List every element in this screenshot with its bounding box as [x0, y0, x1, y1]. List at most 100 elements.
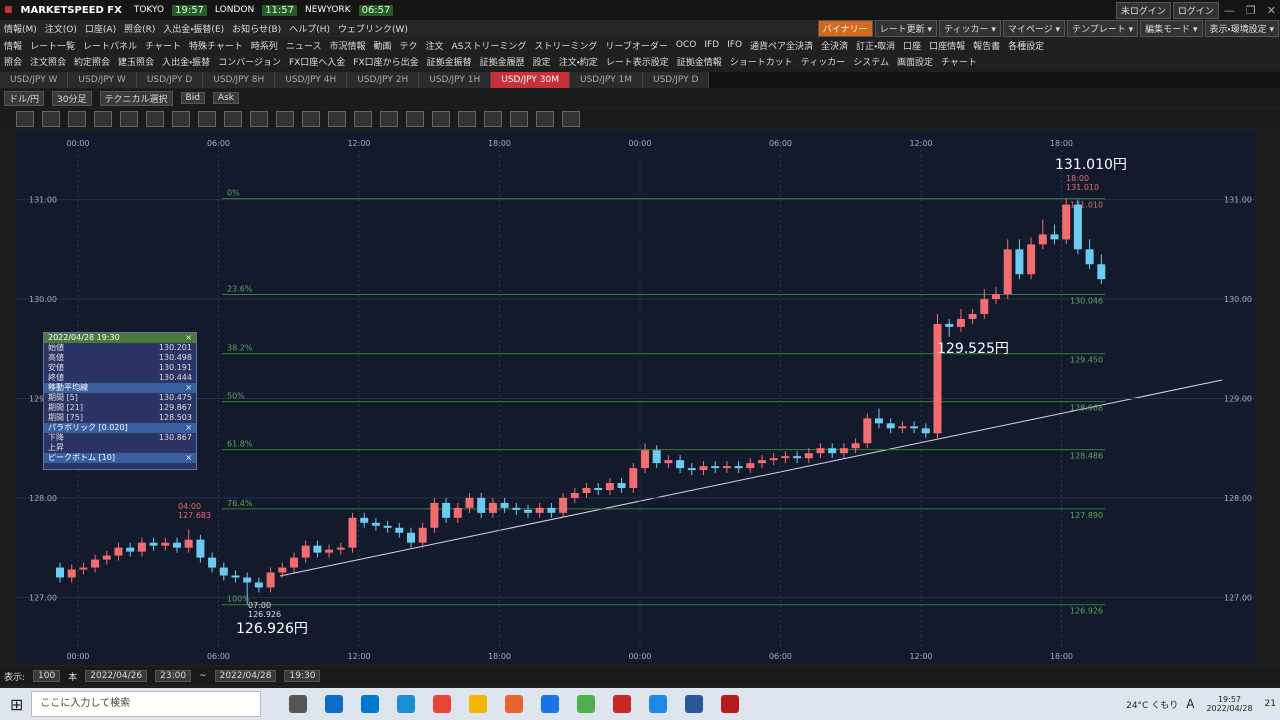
toolbar-button[interactable]: 市況情報 [329, 41, 366, 52]
ime-indicator[interactable]: A [1186, 697, 1195, 711]
menu-button[interactable]: バイナリー [817, 20, 873, 37]
status-item[interactable]: ~ [199, 671, 207, 681]
app-icon[interactable] [577, 695, 596, 713]
draw-tool-icon[interactable] [536, 110, 554, 127]
menu-button[interactable]: 表示・環境設定 ▾ [1204, 20, 1279, 37]
menu-item[interactable]: 口座(A) [84, 25, 117, 35]
app-icon[interactable] [721, 695, 740, 713]
chart-tab[interactable]: USD/JPY 1H [419, 72, 492, 88]
toolbar-button[interactable]: レート一覧 [30, 41, 76, 52]
app-icon[interactable] [685, 695, 704, 713]
menu-item[interactable]: ウェブリンク(W) [337, 25, 408, 35]
chart-tool[interactable]: Ask [212, 92, 239, 104]
toolbar-button[interactable]: 口座情報 [929, 41, 966, 52]
draw-tool-icon[interactable] [276, 110, 294, 127]
toolbar-button[interactable]: 画面設定 [897, 57, 934, 68]
draw-tool-icon[interactable] [354, 110, 372, 127]
draw-tool-icon[interactable] [198, 110, 216, 127]
draw-tool-icon[interactable] [42, 110, 60, 127]
toolbar-button[interactable]: 照会 [4, 57, 23, 68]
start-button[interactable]: ⊞ [10, 694, 24, 714]
toolbar-button[interactable]: 時系列 [250, 41, 278, 52]
status-item[interactable]: 23:00 [155, 670, 192, 682]
draw-tool-icon[interactable] [250, 110, 268, 127]
toolbar-button[interactable]: 報告書 [973, 41, 1001, 52]
toolbar-button[interactable]: システム [853, 57, 889, 68]
draw-tool-icon[interactable] [510, 110, 528, 127]
menu-item[interactable]: 情報(M) [4, 25, 37, 35]
status-item[interactable]: 2022/04/28 [214, 670, 277, 682]
chart-tab[interactable]: USD/JPY 4H [275, 72, 348, 88]
search-box[interactable]: ここに入力して検索 [31, 691, 262, 717]
toolbar-button[interactable]: 約定照会 [74, 57, 111, 68]
menu-button[interactable]: テンプレート ▾ [1067, 20, 1139, 37]
menu-item[interactable]: 入出金・振替(E) [163, 25, 225, 35]
toolbar-button[interactable]: OCO [675, 40, 697, 50]
chart-tool[interactable]: テクニカル選択 [99, 90, 173, 106]
toolbar-button[interactable]: 訂正・取消 [856, 41, 896, 52]
menu-button[interactable]: ティッカー ▾ [939, 20, 1001, 37]
chart-tab[interactable]: USD/JPY 2H [347, 72, 420, 88]
draw-tool-icon[interactable] [484, 110, 502, 127]
toolbar-button[interactable]: 証拠金情報 [676, 57, 722, 68]
chart-tab[interactable]: USD/JPY D [136, 72, 204, 88]
chart-tab[interactable]: USD/JPY W [0, 72, 69, 88]
toolbar-button[interactable]: IFD [704, 40, 720, 50]
toolbar-button[interactable]: 注文 [425, 41, 444, 52]
menu-button[interactable]: マイページ ▾ [1002, 20, 1066, 37]
toolbar-button[interactable]: チャート [941, 57, 977, 68]
draw-tool-icon[interactable] [120, 110, 138, 127]
draw-tool-icon[interactable] [406, 110, 424, 127]
menu-button[interactable]: レート更新 ▾ [874, 20, 937, 37]
toolbar-button[interactable]: 証拠金振替 [426, 57, 472, 68]
toolbar-button[interactable]: 各種設定 [1008, 41, 1045, 52]
menu-item[interactable]: ヘルプ(H) [289, 25, 330, 35]
draw-tool-icon[interactable] [458, 110, 476, 127]
draw-tool-icon[interactable] [94, 110, 112, 127]
app-icon[interactable] [613, 695, 632, 713]
app-icon[interactable] [541, 695, 560, 713]
app-icon[interactable] [649, 695, 668, 713]
toolbar-button[interactable]: ニュース [285, 41, 322, 52]
draw-tool-icon[interactable] [432, 110, 450, 127]
menu-item[interactable]: お知らせ(B) [232, 25, 282, 35]
toolbar-button[interactable]: 通貨ペア全決済 [750, 41, 814, 52]
toolbar-button[interactable]: 証拠金履歴 [479, 57, 525, 68]
status-item[interactable]: 100 [33, 670, 61, 682]
toolbar-button[interactable]: IFO [727, 40, 743, 50]
app-icon[interactable] [289, 695, 308, 713]
draw-tool-icon[interactable] [172, 110, 190, 127]
chart-tab[interactable]: USD/JPY 1M [569, 72, 643, 88]
app-icon[interactable] [325, 695, 344, 713]
clock[interactable]: 19:57 2022/04/28 [1202, 695, 1256, 713]
toolbar-button[interactable]: 注文・約定 [558, 57, 598, 68]
status-item[interactable]: 2022/04/26 [85, 670, 148, 682]
chart-tab[interactable]: USD/JPY 30M [491, 72, 570, 88]
toolbar-button[interactable]: 特殊チャート [188, 41, 243, 52]
toolbar-button[interactable]: 全決済 [821, 41, 849, 52]
app-icon[interactable] [397, 695, 416, 713]
toolbar-button[interactable]: ASストリーミング [451, 41, 527, 52]
chart-tab[interactable]: USD/JPY D [642, 72, 710, 88]
menu-button[interactable]: 編集モード ▾ [1140, 20, 1203, 37]
menu-item[interactable]: 照会(R) [124, 25, 156, 35]
chart-tool[interactable]: 30分足 [52, 90, 92, 106]
draw-tool-icon[interactable] [224, 110, 242, 127]
draw-tool-icon[interactable] [68, 110, 86, 127]
app-icon[interactable] [505, 695, 524, 713]
toolbar-button[interactable]: ストリーミング [534, 41, 598, 52]
draw-tool-icon[interactable] [146, 110, 164, 127]
login-button[interactable]: ログイン [1172, 1, 1219, 19]
chart-tool[interactable]: Bid [180, 92, 205, 104]
toolbar-button[interactable]: 建玉照会 [118, 57, 155, 68]
toolbar-button[interactable]: 動画 [373, 41, 392, 52]
notifications[interactable]: 21 [1264, 699, 1276, 709]
chart-tab[interactable]: USD/JPY 8H [203, 72, 276, 88]
toolbar-button[interactable]: 設定 [532, 57, 551, 68]
app-icon[interactable] [361, 695, 380, 713]
toolbar-button[interactable]: FX口座から出金 [353, 57, 419, 68]
toolbar-button[interactable]: レートパネル [83, 41, 138, 52]
toolbar-button[interactable]: レート表示設定 [605, 57, 669, 68]
toolbar-button[interactable]: コンバージョン [218, 57, 281, 68]
status-item[interactable]: 本 [68, 672, 78, 683]
